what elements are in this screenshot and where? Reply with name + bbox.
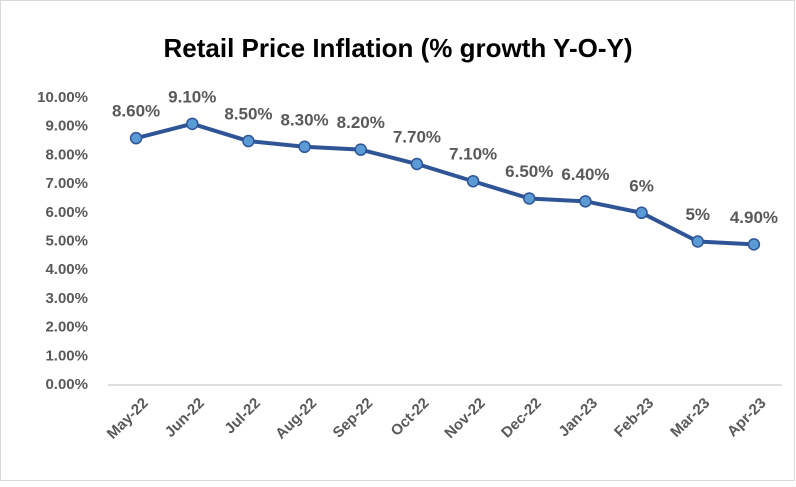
data-point — [354, 143, 367, 156]
y-tick-label: 0.00% — [45, 376, 88, 393]
y-tick-label: 8.00% — [45, 146, 88, 163]
data-label: 5% — [685, 205, 710, 224]
data-point — [466, 174, 480, 188]
data-point — [691, 235, 704, 248]
chart-title: Retail Price Inflation (% growth Y-O-Y) — [163, 33, 632, 63]
data-label: 9.10% — [168, 87, 216, 106]
y-tick-label: 6.00% — [45, 204, 88, 221]
data-label: 8.50% — [224, 105, 272, 124]
y-tick-label: 10.00% — [37, 89, 88, 106]
data-point — [579, 195, 592, 208]
data-point — [242, 134, 255, 148]
y-tick-label: 3.00% — [45, 290, 88, 307]
data-label: 8.30% — [280, 110, 328, 129]
data-point — [523, 192, 536, 205]
data-point — [635, 206, 648, 220]
y-tick-label: 4.00% — [45, 261, 88, 278]
y-tick-label: 9.00% — [45, 118, 88, 135]
data-label: 6% — [629, 176, 654, 195]
data-point — [747, 238, 761, 251]
data-point — [298, 140, 311, 154]
y-tick-label: 2.00% — [45, 319, 88, 336]
y-tick-label: 7.00% — [45, 175, 88, 192]
data-point — [129, 131, 143, 145]
data-label: 8.20% — [337, 113, 385, 132]
data-line — [135, 121, 755, 247]
data-label: 4.90% — [730, 208, 778, 227]
data-label: 6.50% — [505, 162, 553, 181]
data-label: 7.10% — [449, 145, 497, 164]
data-point — [410, 157, 424, 171]
y-tick-label: 1.00% — [45, 347, 88, 364]
data-label: 7.70% — [393, 127, 441, 146]
data-label: 6.40% — [561, 165, 609, 184]
y-tick-label: 5.00% — [45, 232, 88, 249]
data-label: 8.60% — [112, 102, 160, 121]
data-point — [186, 117, 199, 131]
